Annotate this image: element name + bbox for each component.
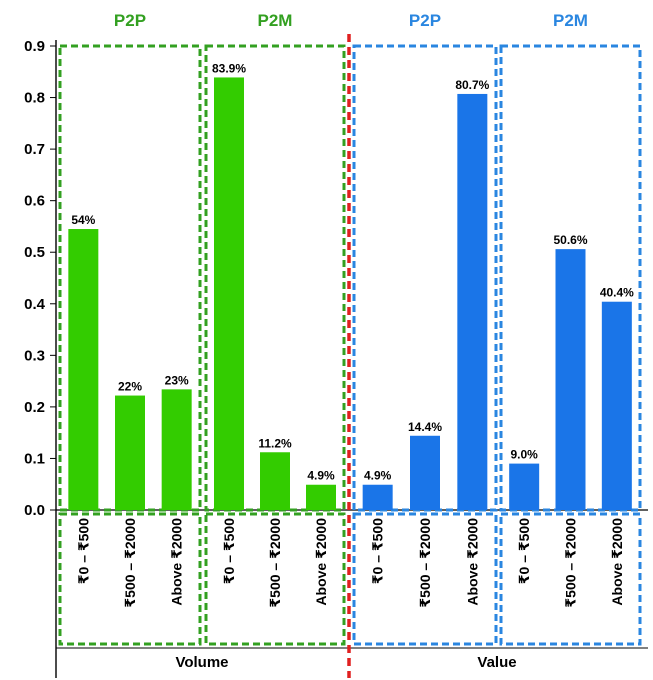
category-box-blue bbox=[499, 512, 642, 646]
bar-data-label: 9.0% bbox=[510, 448, 538, 462]
category-label: ₹0 – ₹500 bbox=[516, 518, 532, 584]
group-title: P2M bbox=[553, 11, 588, 30]
bar bbox=[306, 484, 336, 510]
bar bbox=[68, 229, 99, 510]
bar-data-label: 83.9% bbox=[212, 61, 246, 75]
y-tick-label: 0.6 bbox=[24, 193, 45, 210]
bar bbox=[115, 395, 145, 510]
bar-data-label: 54% bbox=[71, 213, 95, 227]
y-tick-label: 0.7 bbox=[24, 141, 45, 158]
group-title: P2M bbox=[258, 11, 293, 30]
category-label: ₹500 – ₹2000 bbox=[267, 518, 283, 608]
bar bbox=[410, 435, 440, 510]
bar bbox=[362, 484, 393, 510]
bar bbox=[509, 463, 540, 510]
bar-data-label: 11.2% bbox=[258, 436, 292, 450]
y-tick-label: 0.1 bbox=[24, 450, 45, 467]
bar-data-label: 22% bbox=[118, 380, 142, 394]
bar-data-label: 50.6% bbox=[553, 233, 587, 247]
bar-data-label: 4.9% bbox=[307, 469, 335, 483]
category-label: ₹0 – ₹500 bbox=[75, 518, 91, 584]
category-label: Above ₹2000 bbox=[609, 518, 625, 606]
category-box-green bbox=[204, 512, 346, 646]
category-label: Above ₹2000 bbox=[313, 518, 329, 606]
bar-data-label: 80.7% bbox=[455, 78, 489, 92]
y-tick-label: 0.4 bbox=[24, 296, 46, 313]
section-label: Value bbox=[477, 654, 516, 671]
section-label: Volume bbox=[175, 654, 228, 671]
category-label: ₹0 – ₹500 bbox=[221, 518, 237, 584]
category-label: ₹0 – ₹500 bbox=[370, 518, 386, 584]
bar bbox=[457, 93, 488, 511]
bar-data-label: 23% bbox=[165, 373, 189, 387]
category-label: ₹500 – ₹2000 bbox=[122, 518, 138, 608]
y-tick-label: 0.3 bbox=[24, 347, 45, 364]
bar-data-label: 4.9% bbox=[364, 469, 392, 483]
category-label: Above ₹2000 bbox=[169, 518, 185, 606]
y-tick-label: 0.8 bbox=[24, 90, 45, 107]
y-tick-label: 0.9 bbox=[24, 38, 45, 55]
bar bbox=[161, 389, 192, 510]
group-title: P2P bbox=[409, 11, 441, 30]
bar bbox=[260, 452, 290, 510]
bar bbox=[601, 301, 632, 510]
category-label: Above ₹2000 bbox=[464, 518, 480, 606]
group-title: P2P bbox=[114, 11, 146, 30]
y-tick-label: 0.2 bbox=[24, 399, 45, 416]
y-tick-label: 0.0 bbox=[24, 502, 45, 519]
category-label: ₹500 – ₹2000 bbox=[563, 518, 579, 608]
category-box-blue bbox=[352, 512, 498, 646]
category-label: ₹500 – ₹2000 bbox=[417, 518, 433, 608]
bar-data-label: 14.4% bbox=[408, 420, 442, 434]
bar bbox=[214, 77, 244, 511]
category-box-green bbox=[58, 512, 202, 646]
y-tick-label: 0.5 bbox=[24, 244, 45, 261]
bar bbox=[555, 249, 586, 510]
bar-data-label: 40.4% bbox=[600, 286, 634, 300]
